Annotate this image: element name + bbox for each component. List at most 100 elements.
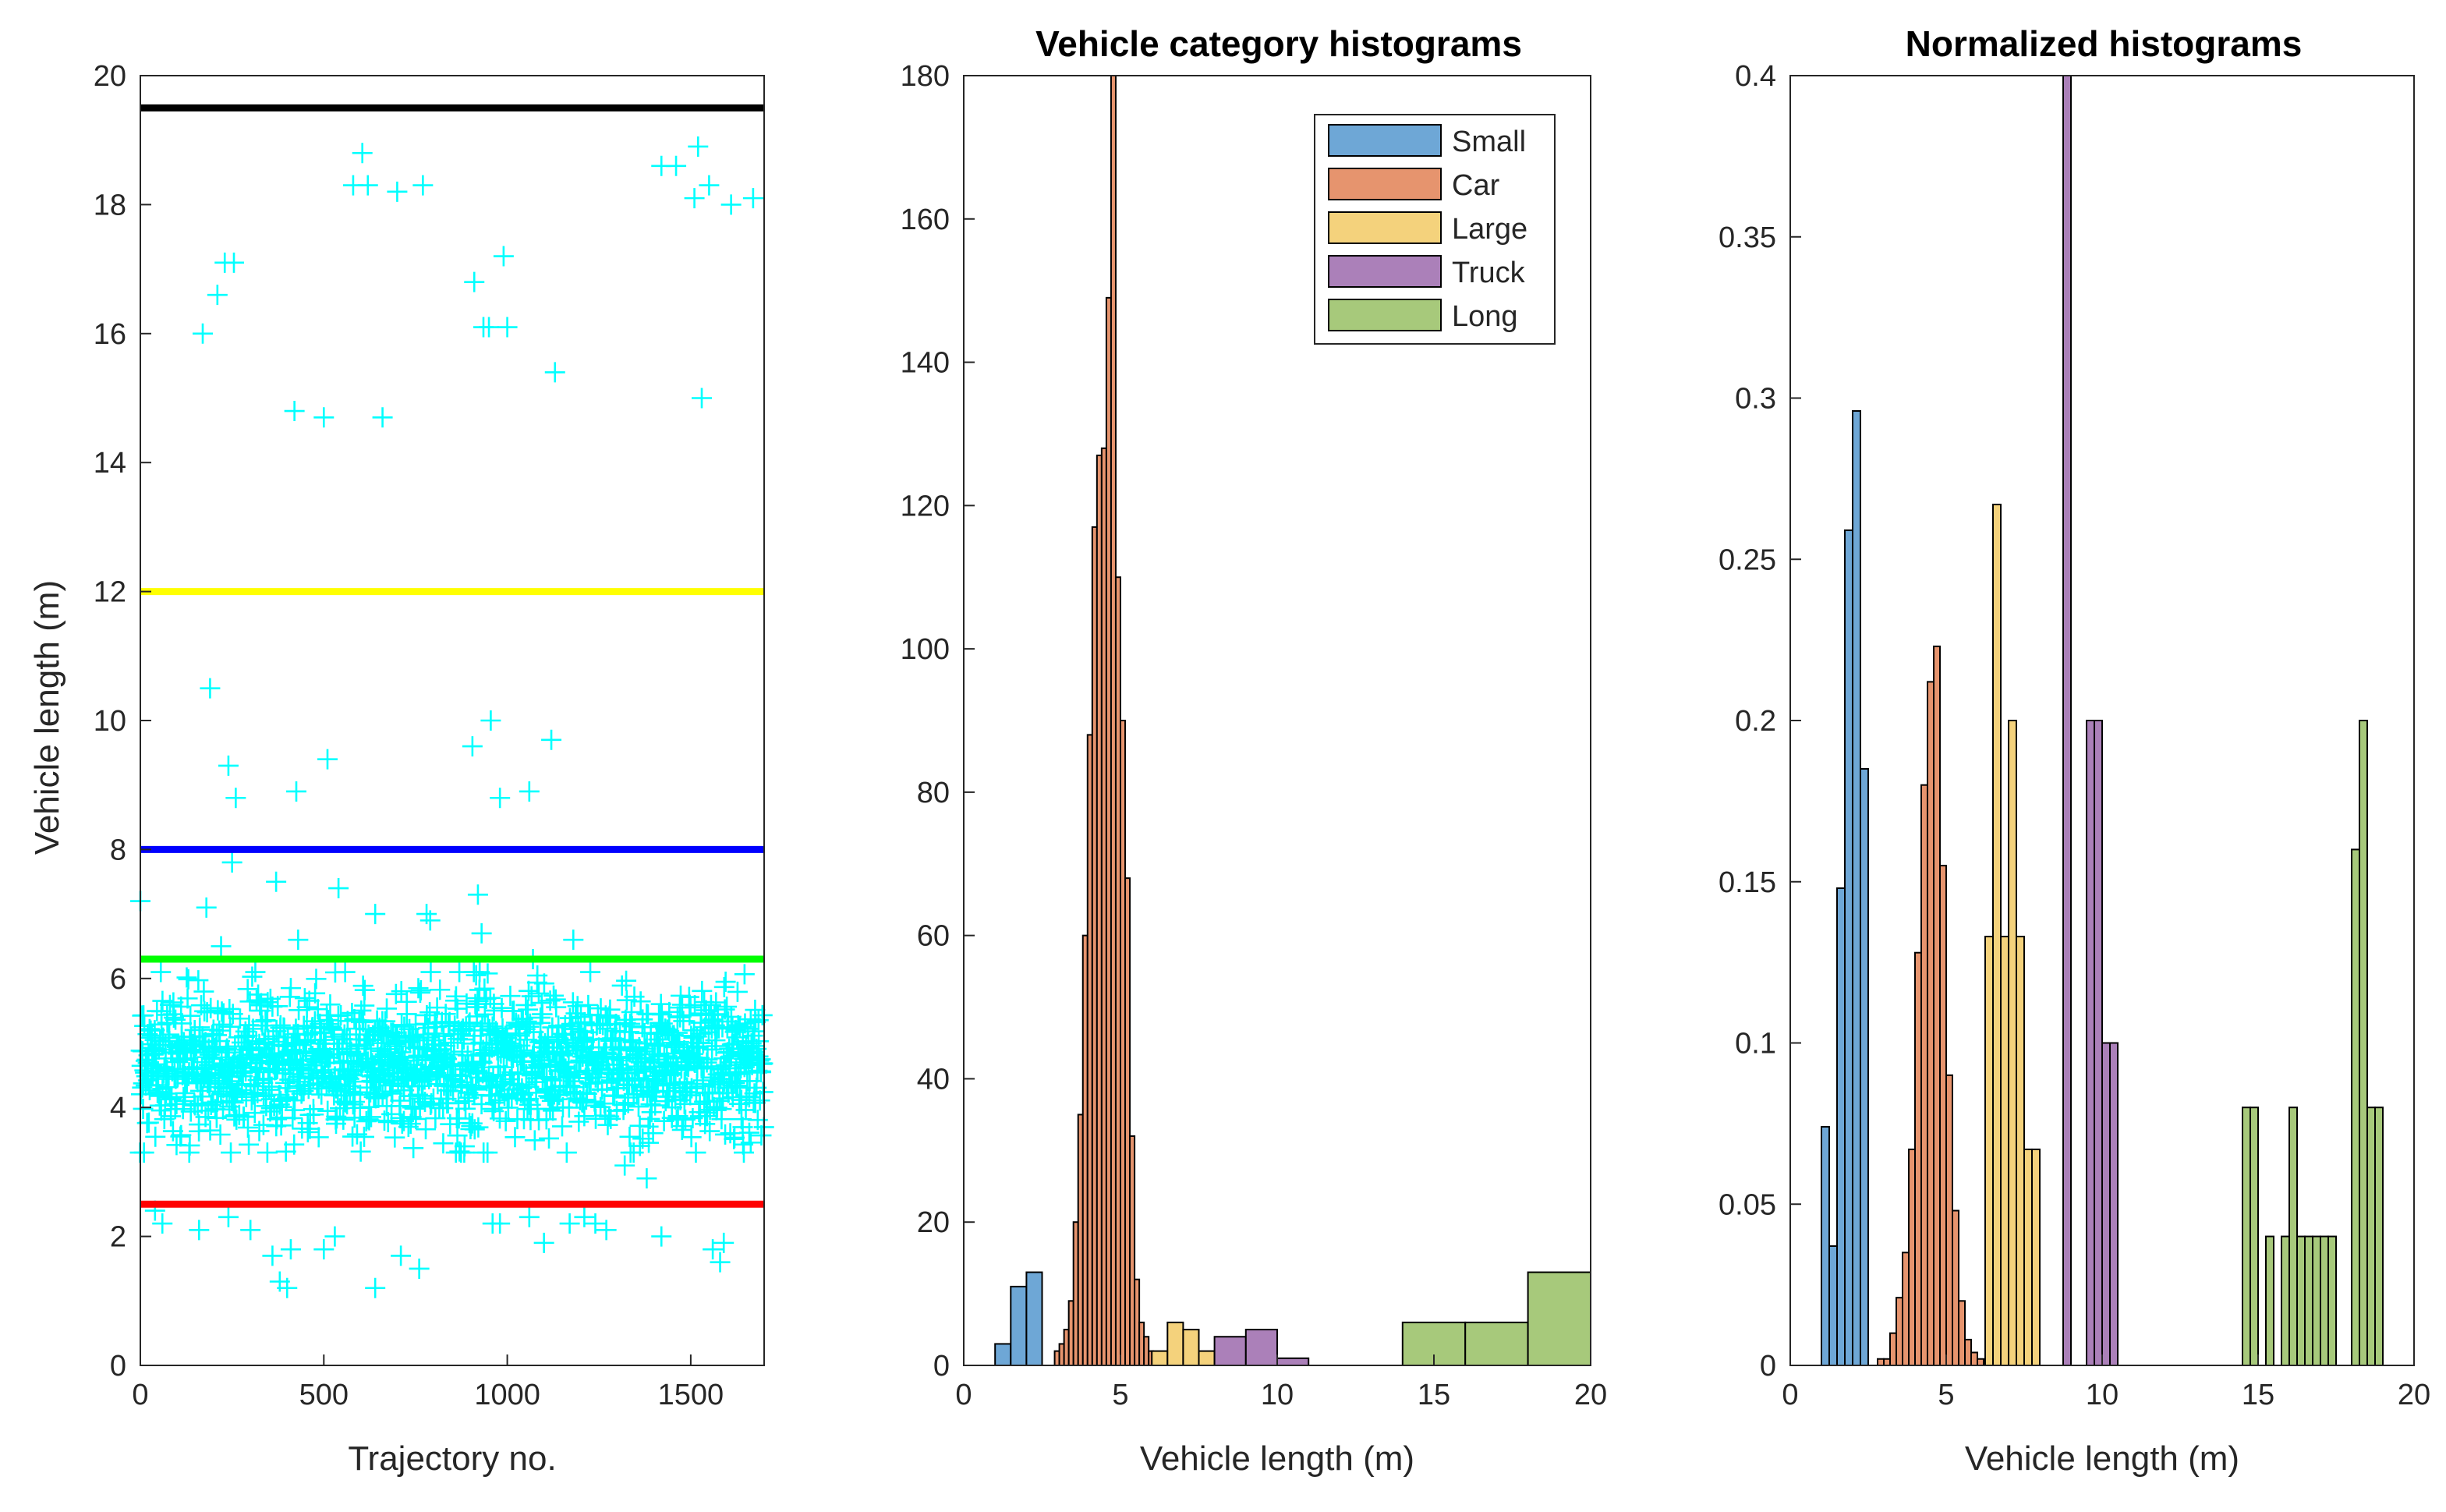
scatter-point: [416, 1119, 437, 1140]
y-tick-label: 0.4: [1735, 60, 1776, 93]
scatter-point: [175, 1082, 196, 1103]
scatter-point: [430, 979, 451, 1000]
scatter-point: [524, 1130, 545, 1151]
scatter-point: [403, 1138, 424, 1159]
scatter-point: [497, 1028, 518, 1049]
histogram-bar-car: [1952, 1209, 1959, 1367]
y-tick-label: 6: [110, 963, 126, 996]
histogram-bar-long: [2265, 1235, 2274, 1366]
x-tick-label: 10: [2086, 1379, 2119, 1411]
scatter-point: [578, 994, 599, 1015]
category-histogram-bars: [994, 75, 1591, 1367]
x-tick-label: 0: [955, 1379, 972, 1411]
scatter-point: [425, 1030, 446, 1051]
scatter-point: [568, 1111, 589, 1132]
scatter-point: [752, 1004, 773, 1025]
scatter-point: [207, 285, 228, 306]
scatter-point: [245, 961, 266, 983]
scatter-point: [433, 1098, 454, 1119]
scatter-point: [282, 1107, 303, 1128]
scatter-point: [748, 1010, 769, 1031]
y-tick-label: 40: [917, 1063, 950, 1096]
scatter-point: [547, 1089, 568, 1110]
histogram-bar-long: [2288, 1107, 2298, 1366]
scatter-point: [200, 678, 221, 699]
scatter-point: [468, 1117, 489, 1138]
x-tick-label: 15: [1418, 1379, 1450, 1411]
scatter-marks: [129, 136, 774, 1298]
scatter-point: [352, 143, 373, 164]
scatter-point: [596, 1220, 617, 1241]
scatter-point: [528, 983, 549, 1004]
scatter-point: [352, 976, 373, 997]
scatter-point: [170, 1050, 191, 1071]
scatter-point: [711, 1099, 732, 1120]
scatter-point: [489, 1084, 510, 1105]
histogram-bar-small: [1010, 1285, 1028, 1367]
scatter-point: [562, 992, 583, 1013]
y-tick-label: 12: [94, 576, 126, 609]
scatter-point: [176, 967, 197, 988]
scatter-point: [240, 1220, 261, 1241]
histogram-bar-small: [1860, 768, 1869, 1366]
scatter-point: [657, 1052, 678, 1073]
histogram-bar-long: [2320, 1235, 2329, 1366]
legend-swatch-long: [1328, 299, 1442, 331]
scatter-point: [490, 788, 511, 809]
scatter-point: [334, 1078, 355, 1099]
histogram-bar-truck: [2094, 720, 2103, 1366]
scatter-point: [618, 1092, 639, 1114]
scatter-point: [666, 155, 687, 176]
scatter-point: [303, 1104, 324, 1125]
scatter-point: [219, 998, 240, 1019]
histogram-bar-car: [1908, 1148, 1916, 1366]
x-tick-label: 10: [1261, 1379, 1294, 1411]
scatter-point: [159, 994, 180, 1015]
scatter-point: [752, 1082, 773, 1103]
scatter-point: [324, 1226, 345, 1247]
histogram-bar-long: [2312, 1235, 2321, 1366]
scatter-point: [519, 980, 540, 1001]
scatter-point: [133, 1142, 154, 1163]
histogram-bar-large: [1166, 1321, 1184, 1367]
scatter-point: [415, 1013, 436, 1034]
histogram-bar-long: [1464, 1321, 1529, 1367]
y-tick-label: 0.35: [1719, 221, 1776, 254]
scatter-point: [684, 188, 705, 209]
histogram-bar-small: [1828, 1245, 1838, 1366]
scatter-point: [425, 1108, 446, 1129]
legend-swatch-car: [1328, 168, 1442, 200]
x-tick-label: 0: [1782, 1379, 1798, 1411]
scatter-point: [639, 1132, 660, 1153]
histogram-bar-large: [1151, 1350, 1169, 1366]
scatter-point: [532, 1004, 553, 1025]
scatter-point: [702, 1039, 723, 1060]
scatter-point: [616, 970, 637, 991]
scatter-point: [717, 997, 738, 1017]
scatter-point: [678, 986, 699, 1007]
scatter-point: [433, 1133, 454, 1154]
category-histogram-title: Vehicle category histograms: [1035, 23, 1522, 64]
y-tick-label: 16: [94, 318, 126, 351]
scatter-point: [150, 961, 172, 983]
legend: Small Car Large Truck Long: [1314, 114, 1556, 345]
category-histogram-x-axis-label: Vehicle length (m): [1140, 1439, 1414, 1478]
scatter-point: [365, 904, 386, 925]
y-tick-label: 14: [94, 447, 126, 480]
scatter-point: [490, 1213, 511, 1234]
scatter-point: [670, 985, 691, 1006]
histogram-bar-truck: [1213, 1336, 1247, 1366]
scatter-point: [284, 1099, 305, 1121]
scatter-point: [409, 1096, 430, 1117]
histogram-bar-car: [1914, 951, 1922, 1366]
scatter-point: [611, 975, 632, 996]
legend-label-car: Car: [1452, 169, 1500, 202]
x-tick-label: 20: [2398, 1379, 2430, 1411]
histogram-bar-small: [1844, 529, 1853, 1366]
scatter-point: [497, 317, 518, 338]
scatter-point: [406, 1058, 427, 1079]
scatter-point: [217, 1038, 238, 1059]
y-tick-label: 18: [94, 189, 126, 221]
scatter-point: [211, 936, 232, 957]
y-tick-label: 0: [110, 1350, 126, 1383]
